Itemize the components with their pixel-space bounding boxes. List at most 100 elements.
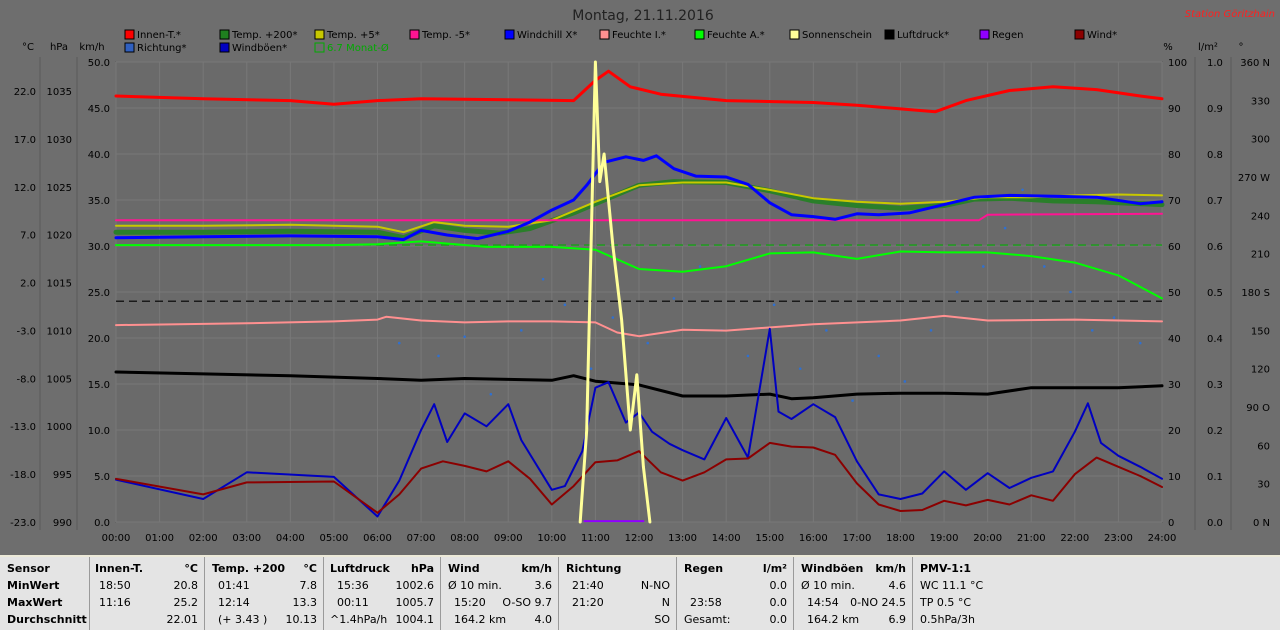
direction-point <box>929 329 933 332</box>
direction-point <box>1138 341 1142 345</box>
direction-point <box>1069 290 1072 294</box>
wind-tick-label: 15.0 <box>88 380 110 391</box>
x-tick-label: 09:00 <box>494 533 523 544</box>
plot-area <box>113 60 1165 524</box>
temp200-min-time: 01:41 <box>218 579 250 592</box>
legend: Innen-T.* Temp. +200* Temp. +5* Temp. -5* Wi… <box>124 29 1117 54</box>
rain-tick-label: 0.1 <box>1207 472 1223 483</box>
direction-tick-label: 60 <box>1257 441 1270 452</box>
x-tick-label: 01:00 <box>145 533 174 544</box>
innen-panel: Innen-T. °C 18:50 20.8 11:16 25.2 22.01 <box>89 557 205 630</box>
rain-tick-label: 0.0 <box>1207 518 1223 529</box>
boeen-distance: 164.2 km <box>807 613 860 626</box>
pressure-unit-label: hPa <box>50 42 68 53</box>
temp200-avg-note: (+ 3.43 ) <box>218 613 268 626</box>
druck-panel: Luftdruck hPa 15:36 1002.6 00:11 1005.7 ^1.… <box>323 557 441 630</box>
druck-trend: ^1.4hPa/h <box>330 613 388 626</box>
weather-chart: Montag, 21.11.2016 Station Göritzhain In… <box>0 0 1280 555</box>
chart-title: Montag, 21.11.2016 <box>572 8 714 24</box>
temp-tick-label: -18.0 <box>10 470 36 481</box>
temp-tick-label: -23.0 <box>10 518 36 529</box>
legend-swatch <box>1074 29 1085 40</box>
x-tick-label: 16:00 <box>799 533 828 544</box>
temp-tick-label: 12.0 <box>14 183 36 194</box>
legend-swatch <box>599 29 610 40</box>
temp-tick-label: -3.0 <box>16 326 36 337</box>
legend-swatch <box>219 42 230 53</box>
legend-label: Feuchte I.* <box>612 30 666 41</box>
innen-max-time: 11:16 <box>99 596 131 609</box>
pressure-tick-label: 1020 <box>47 231 72 242</box>
series-line-luftdruck <box>114 370 1164 401</box>
direction-tick-label: 360 N <box>1240 58 1270 69</box>
pressure-tick-label: 1010 <box>47 326 72 337</box>
legend-label: Temp. -5* <box>421 30 470 41</box>
minwert-label: MinWert <box>7 579 60 592</box>
temp200-panel: Temp. +200 °C 01:41 7.8 12:14 13.3 (+ 3.43 … <box>204 557 324 630</box>
legend-swatch <box>884 29 895 40</box>
richtung-min-value: N-NO <box>640 579 670 592</box>
legend-swatch <box>694 29 705 40</box>
rain-tick-label: 0.8 <box>1207 150 1223 161</box>
rain-unit-label: l/m² <box>1198 42 1218 53</box>
legend-label: 6.7 Monat-Ø <box>327 42 389 54</box>
legend-label: Sonnenschein <box>802 30 872 41</box>
direction-point <box>541 277 545 281</box>
x-tick-label: 21:00 <box>1017 533 1046 544</box>
regen-max-time: 23:58 <box>690 596 722 609</box>
direction-tick-label: 90 O <box>1246 403 1270 414</box>
legend-label: Richtung* <box>137 43 187 54</box>
richtung-header: Richtung <box>566 562 622 575</box>
x-tick-label: 20:00 <box>973 533 1002 544</box>
direction-point <box>772 303 776 307</box>
wind-panel: Wind km/h Ø 10 min. 3.6 15:20 O-SO 9.7 164.… <box>440 557 559 630</box>
druck-max-value: 1005.7 <box>395 596 435 609</box>
direction-point <box>1003 226 1007 230</box>
rain-tick-label: 0.6 <box>1207 242 1223 253</box>
legend-swatch <box>124 29 135 40</box>
innen-max-value: 25.2 <box>173 596 199 609</box>
regen-unit: l/m² <box>762 562 787 575</box>
richtung-min-time: 21:40 <box>572 579 604 592</box>
percent-tick-label: 70 <box>1168 196 1181 207</box>
druck-avg-value: 1004.1 <box>395 613 435 626</box>
percent-tick-label: 80 <box>1168 150 1181 161</box>
wind-tick-label: 5.0 <box>94 472 110 483</box>
wind-max-time: 15:20 <box>454 596 486 609</box>
boeen-max-time: 14:54 <box>807 596 839 609</box>
wind-tick-label: 35.0 <box>88 196 110 207</box>
direction-tick-label: 0 N <box>1253 518 1270 529</box>
direction-tick-label: 180 S <box>1241 288 1270 299</box>
wind-header: Wind <box>448 562 480 575</box>
wind-tick-label: 0.0 <box>94 518 110 529</box>
maxwert-label: MaxWert <box>7 596 63 609</box>
innen-header: Innen-T. <box>95 562 144 575</box>
temp-tick-label: 2.0 <box>20 279 36 290</box>
rain-tick-label: 0.9 <box>1207 104 1223 115</box>
series-line-wind <box>115 441 1163 514</box>
boeen-unit: km/h <box>875 562 906 575</box>
direction-tick-label: 30 <box>1257 480 1270 491</box>
percent-tick-label: 30 <box>1168 380 1181 391</box>
legend-swatch <box>124 42 135 53</box>
temp-tick-label: -13.0 <box>10 422 36 433</box>
pressure-tick-label: 995 <box>53 470 72 481</box>
innen-unit: °C <box>184 562 198 575</box>
direction-tick-label: 120 <box>1251 365 1270 376</box>
temp200-avg-value: 10.13 <box>285 613 318 626</box>
regen-total-value: 0.0 <box>769 613 788 626</box>
series-line-feuchte-a <box>115 240 1163 300</box>
direction-point <box>672 297 676 300</box>
direction-point <box>1090 329 1094 332</box>
direction-tick-label: 210 <box>1251 250 1270 261</box>
pressure-tick-label: 1025 <box>47 183 72 194</box>
x-tick-label: 10:00 <box>537 533 566 544</box>
wind-tick-label: 25.0 <box>88 288 110 299</box>
legend-label: Windböen* <box>232 43 287 54</box>
direction-point <box>611 316 615 319</box>
wind-tick-label: 40.0 <box>88 150 110 161</box>
axes: 00:00 01:00 02:00 03:00 04:00 05:00 06:00 07:00… <box>10 58 1270 544</box>
rain-tick-label: 0.2 <box>1207 426 1223 437</box>
x-tick-label: 24:00 <box>1148 533 1177 544</box>
x-tick-label: 00:00 <box>102 533 131 544</box>
